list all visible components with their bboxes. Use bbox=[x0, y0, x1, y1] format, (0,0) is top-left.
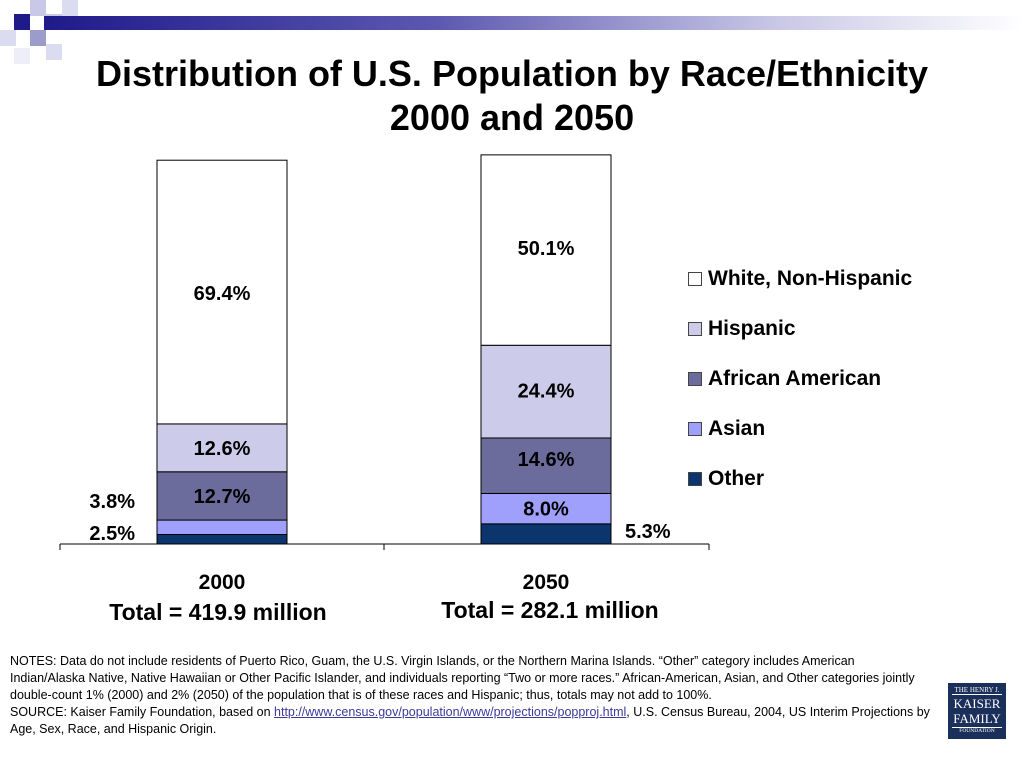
data-label: 12.6% bbox=[194, 438, 251, 460]
data-label: 3.8% bbox=[89, 491, 135, 513]
title-line-1: Distribution of U.S. Population by Race/… bbox=[95, 53, 929, 94]
x-tick-label: 2000 bbox=[199, 571, 246, 594]
legend-item: White, Non-Hispanic bbox=[688, 254, 912, 304]
kff-logo: THE HENRY J. KAISER FAMILY FOUNDATION bbox=[948, 683, 1006, 739]
logo-line-1: THE HENRY J. bbox=[952, 686, 1002, 695]
bar-segment-asian-2050 bbox=[480, 492, 612, 525]
legend-label: Other bbox=[708, 467, 765, 490]
logo-line-2: KAISER bbox=[953, 696, 1001, 711]
source-suffix: , U.S. Census Bureau, 2004, US Interim P… bbox=[10, 705, 930, 736]
logo-line-3: FAMILY bbox=[953, 711, 1001, 726]
data-label: 14.6% bbox=[518, 449, 575, 471]
deco-square bbox=[0, 30, 16, 46]
bar-segment-hispanic-2050 bbox=[480, 344, 612, 439]
bar-segment-white-non-hispanic-2050 bbox=[480, 154, 612, 346]
title-line-2: 2000 and 2050 bbox=[389, 97, 635, 138]
deco-square bbox=[14, 14, 30, 30]
category-total-label: Total = 419.9 million bbox=[109, 599, 327, 625]
legend-swatch bbox=[688, 322, 702, 336]
bar-segment-asian-2000 bbox=[156, 519, 288, 535]
legend-item: African American bbox=[688, 354, 912, 404]
deco-square bbox=[62, 0, 78, 16]
deco-square bbox=[30, 30, 46, 46]
deco-square bbox=[30, 0, 46, 16]
data-label: 8.0% bbox=[523, 499, 569, 521]
data-label: 50.1% bbox=[518, 238, 575, 260]
notes-block: NOTES: Data do not include residents of … bbox=[10, 653, 930, 738]
legend-swatch bbox=[688, 422, 702, 436]
legend-swatch bbox=[688, 472, 702, 486]
category-total-label: Total = 282.1 million bbox=[441, 597, 659, 623]
legend-label: White, Non-Hispanic bbox=[708, 267, 913, 290]
data-label: 24.4% bbox=[518, 380, 575, 402]
bar-segment-other-2050 bbox=[480, 523, 612, 545]
deco-square bbox=[46, 44, 62, 60]
data-label: 5.3% bbox=[625, 521, 671, 543]
logo-line-4: FOUNDATION bbox=[952, 727, 1002, 734]
bar-segment-african-american-2000 bbox=[156, 471, 288, 521]
x-tick-label: 2050 bbox=[523, 571, 570, 594]
legend-swatch bbox=[688, 372, 702, 386]
source-prefix: SOURCE: Kaiser Family Foundation, based … bbox=[10, 705, 275, 719]
bar-segment-african-american-2050 bbox=[480, 437, 612, 494]
notes-text: NOTES: Data do not include residents of … bbox=[10, 654, 915, 702]
deco-square bbox=[14, 48, 30, 64]
legend-label: Hispanic bbox=[708, 317, 796, 340]
page-title: Distribution of U.S. Population by Race/… bbox=[0, 52, 1024, 140]
chart-legend: White, Non-Hispanic Hispanic African Ameri… bbox=[688, 254, 912, 504]
header-bar bbox=[44, 16, 1024, 30]
legend-label: Asian bbox=[708, 417, 766, 440]
legend-label: African American bbox=[708, 367, 882, 390]
data-label: 69.4% bbox=[194, 283, 251, 305]
stacked-bar-chart: 2.5% 3.8% 12.7% 12.6% 69.4% 2000 Total = 419.9… bbox=[59, 154, 710, 625]
legend-item: Asian bbox=[688, 404, 912, 454]
legend-item: Other bbox=[688, 454, 912, 504]
source-link[interactable]: http://www.census.gov/population/www/pro… bbox=[274, 705, 627, 719]
bar-segment-other-2000 bbox=[156, 534, 288, 545]
bar-segment-white-non-hispanic-2000 bbox=[156, 159, 288, 425]
legend-item: Hispanic bbox=[688, 304, 912, 354]
data-label: 12.7% bbox=[194, 486, 251, 508]
bar-segment-hispanic-2000 bbox=[156, 423, 288, 473]
legend-swatch bbox=[688, 272, 702, 286]
data-label: 2.5% bbox=[89, 523, 135, 545]
